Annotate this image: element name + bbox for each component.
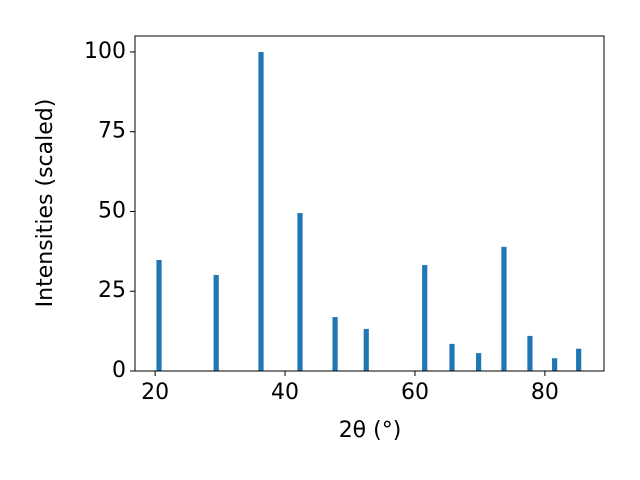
bar [363,328,369,371]
bar [332,317,338,371]
y-tick-label: 0 [112,358,126,383]
x-tick-label: 40 [271,380,299,405]
x-tick-label: 60 [401,380,429,405]
y-tick-label: 25 [98,278,126,303]
y-tick-label: 100 [84,39,126,64]
bar [552,358,558,371]
x-tick-label: 80 [531,380,559,405]
bar [476,353,482,371]
x-tick-label: 20 [141,380,169,405]
y-tick-label: 50 [98,198,126,223]
bar [156,259,162,371]
plot-frame [134,35,605,372]
bar [449,343,455,371]
bar [258,51,264,371]
x-axis-label: 2θ (°) [339,418,402,443]
bar [213,274,219,371]
bar [527,335,533,371]
y-tick-label: 75 [98,119,126,144]
bar [576,348,582,371]
y-axis-label: Intensities (scaled) [33,99,58,308]
bar [422,265,428,371]
bar [501,246,507,371]
bar [297,213,303,371]
